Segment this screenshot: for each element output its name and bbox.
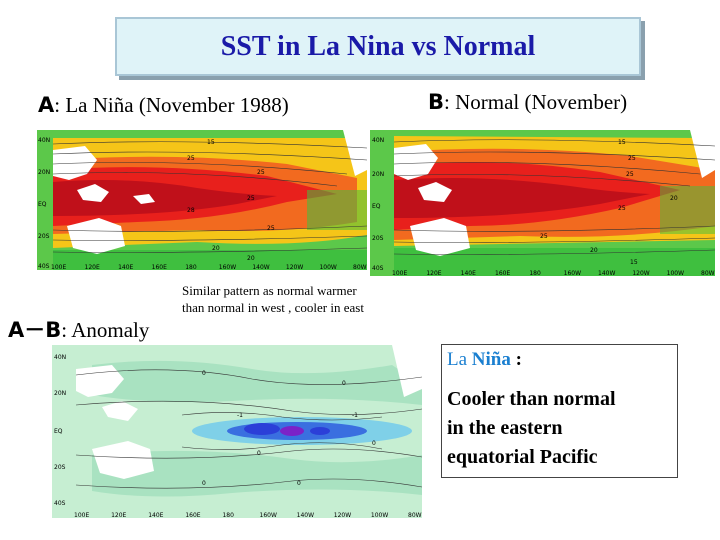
a-ytick-3: 20S [38,233,50,240]
a-contour-2: 25 [257,169,265,176]
panel-a-prefix: A [38,93,55,117]
b-contour-1: 25 [628,155,636,162]
info-body: Cooler than normal in the eastern equato… [447,385,677,472]
ab-contour-3: -1 [352,412,358,419]
panel-ab-prefix: A－B [8,318,62,342]
panel_b-xtick-4: 180 [529,270,541,276]
a-ytick-0: 40N [38,137,50,144]
panel_b-xtick-1: 120E [426,270,441,276]
a-contour-5: 25 [267,225,275,232]
panel_a-xtick-5: 160W [219,264,236,270]
panel_b-xtick-3: 160E [495,270,510,276]
panel_b-xtick-0: 100E [392,270,407,276]
panel_b-xtick-7: 120W [632,270,649,276]
info-heading-suffix: : [510,349,522,370]
ab-ytick-0: 40N [54,354,66,361]
ab-ytick-3: 20S [54,464,66,471]
ab-contour-6: 0 [202,480,206,487]
slide-title: SST in La Nina vs Normal [220,30,536,62]
b-contour-3: 25 [618,205,626,212]
b-contour-7: 15 [630,259,638,266]
info-heading-prefix: La [447,349,472,370]
a-ytick-2: EQ [38,201,47,208]
panel_a-xtick-1: 120E [85,264,100,270]
panel_ab-xtick-6: 140W [297,512,314,518]
panel_ab-xtick-1: 120E [111,512,126,518]
panel-b-prefix: B [428,90,445,114]
panel_a-xtick-7: 120W [286,264,303,270]
panel_ab-xtick-0: 100E [74,512,89,518]
panel_ab-xtick-3: 160E [185,512,200,518]
panel_a-xtick-0: 100E [51,264,66,270]
panel_a-xtick-9: 80W [353,264,367,270]
panel-b-title: : Normal (November) [444,90,628,114]
la-nina-info-box: La Niña : Cooler than normal in the east… [441,344,678,478]
la-nina-sst-map: 40N 20N EQ 20S 40S 15 25 25 25 28 25 20 … [37,130,367,270]
panel_ab-xtick-4: 180 [222,512,234,518]
panel_a-xtick-2: 140E [118,264,133,270]
panel_b-xtick-5: 160W [564,270,581,276]
ab-ytick-4: 40S [54,500,66,507]
b-contour-5: 25 [540,233,548,240]
panel_ab-xtick-9: 80W [408,512,422,518]
a-contour-6: 20 [212,245,220,252]
panel-a-label: A: La Niña (November 1988) [38,93,289,118]
b-contour-2: 25 [626,171,634,178]
info-heading: La Niña : [447,349,677,371]
normal-sst-svg: 40N 20N EQ 20S 40S 15 25 25 25 20 25 20 … [370,130,715,276]
b-ytick-1: 20N [372,171,384,178]
panel-ab-title: : Anomaly [61,318,150,342]
la-nina-sst-svg: 40N 20N EQ 20S 40S 15 25 25 25 28 25 20 … [37,130,367,270]
panel_b-xtick-6: 140W [598,270,615,276]
panel_ab-xtick-7: 120W [334,512,351,518]
a-contour-3: 25 [247,195,255,202]
info-line-2: equatorial Pacific [447,446,598,468]
info-line-1: in the eastern [447,417,563,439]
info-heading-bold: Niña [471,349,511,370]
ab-contour-2: -1 [237,412,243,419]
panel_a-xtick-4: 180 [185,264,197,270]
normal-sst-map: 40N 20N EQ 20S 40S 15 25 25 25 20 25 20 … [370,130,715,276]
panel_ab-xtick-5: 160W [260,512,277,518]
b-ytick-3: 20S [372,235,384,242]
title-box: SST in La Nina vs Normal [115,17,641,76]
ab-ytick-2: EQ [54,428,63,435]
a-contour-7: 20 [247,255,255,262]
panel-ab-label: A－B: Anomaly [8,314,149,344]
a-contour-0: 15 [207,139,215,146]
ab-ytick-1: 20N [54,390,66,397]
b-contour-4: 20 [670,195,678,202]
ab-contour-4: 0 [257,450,261,457]
ab-contour-7: 0 [297,480,301,487]
panel_ab-xtick-8: 100W [371,512,388,518]
panel_a-xtick-6: 140W [252,264,269,270]
a-contour-1: 25 [187,155,195,162]
b-ytick-4: 40S [372,265,384,272]
b-ytick-0: 40N [372,137,384,144]
anomaly-svg: 40N 20N EQ 20S 40S 0 0 -1 -1 0 0 0 0 100… [52,345,422,518]
panel_b-xtick-2: 140E [461,270,476,276]
a-contour-4: 28 [187,207,195,214]
ab-contour-0: 0 [202,370,206,377]
b-contour-0: 15 [618,139,626,146]
panel_b-xtick-8: 100W [667,270,684,276]
pattern-note: Similar pattern as normal warmer than no… [182,283,364,315]
a-ytick-1: 20N [38,169,50,176]
ab-contour-5: 0 [372,440,376,447]
b-contour-6: 20 [590,247,598,254]
panel_b-xtick-9: 80W [701,270,715,276]
ab-contour-1: 0 [342,380,346,387]
a-ytick-4: 40S [38,263,50,270]
b-ytick-2: EQ [372,203,381,210]
panel_a-xtick-3: 160E [152,264,167,270]
panel_ab-xtick-2: 140E [148,512,163,518]
info-line-0: Cooler than normal [447,388,616,410]
anomaly-map: 40N 20N EQ 20S 40S 0 0 -1 -1 0 0 0 0 100… [52,345,422,518]
panel_a-xtick-8: 100W [319,264,336,270]
panel-a-title: : La Niña (November 1988) [54,93,289,117]
panel-b-label: B: Normal (November) [428,90,627,115]
